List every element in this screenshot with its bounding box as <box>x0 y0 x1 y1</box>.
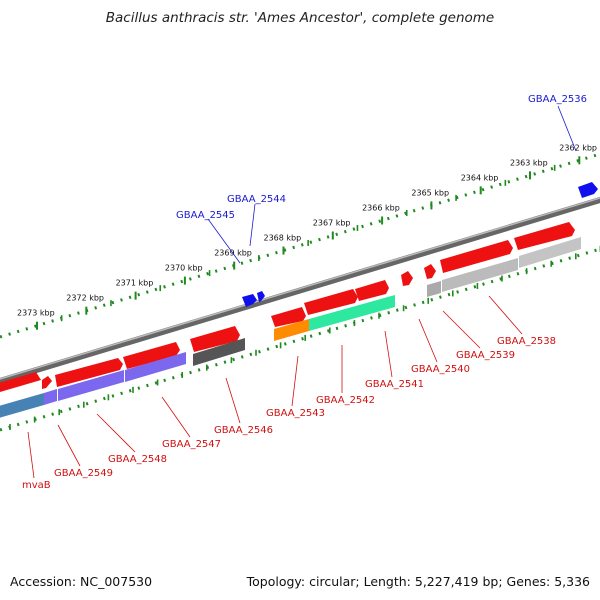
accession-label: Accession: NC_007530 <box>10 574 153 589</box>
genome-summary: Topology: circular; Length: 5,227,419 bp… <box>246 574 590 589</box>
gene-label[interactable]: GBAA_2541 <box>365 379 424 390</box>
gene-arrow[interactable] <box>123 342 180 369</box>
cds-bar[interactable] <box>0 393 44 419</box>
gene-leader-lines <box>27 105 577 479</box>
gene-arrow[interactable] <box>242 294 257 307</box>
gene-arrow[interactable] <box>401 271 413 286</box>
gene-label[interactable]: GBAA_2543 <box>266 408 325 419</box>
gene-label[interactable]: mvaB <box>22 480 51 491</box>
ruler-label: 2366 kbp <box>362 203 400 212</box>
cds-bar[interactable] <box>44 389 57 405</box>
ruler-label: 2372 kbp <box>66 294 104 303</box>
gene-arrow[interactable] <box>355 280 389 301</box>
gene-label[interactable]: GBAA_2549 <box>54 468 113 479</box>
gene-label[interactable]: GBAA_2548 <box>108 454 167 465</box>
ruler-label: 2365 kbp <box>411 188 449 197</box>
gene-arrow[interactable] <box>42 376 52 389</box>
genome-title: Bacillus anthracis str. 'Ames Ancestor',… <box>105 10 495 26</box>
gene-track-forward <box>0 222 575 392</box>
gene-arrow[interactable] <box>514 222 575 250</box>
gene-label[interactable]: GBAA_2545 <box>176 210 235 221</box>
lower-dotted-line <box>0 247 600 432</box>
gene-arrow[interactable] <box>257 291 265 302</box>
gene-arrow[interactable] <box>424 264 436 279</box>
genome-backbone-highlight <box>0 197 600 380</box>
gene-track-reverse <box>242 182 598 307</box>
cds-bar[interactable] <box>274 319 309 341</box>
gene-label[interactable]: GBAA_2544 <box>227 194 286 205</box>
ruler-label: 2371 kbp <box>116 279 154 288</box>
gene-arrow[interactable] <box>440 240 513 273</box>
gene-label[interactable]: GBAA_2542 <box>316 395 375 406</box>
gene-label[interactable]: GBAA_2538 <box>497 336 556 347</box>
ruler-dotted-line <box>0 152 600 339</box>
cds-bar[interactable] <box>193 338 245 366</box>
cds-bar[interactable] <box>309 295 395 331</box>
ruler-label: 2368 kbp <box>264 234 302 243</box>
cds-track <box>0 237 581 419</box>
genome-backbone <box>0 196 600 385</box>
ruler-label: 2363 kbp <box>510 158 548 167</box>
gene-label[interactable]: GBAA_2536 <box>528 94 587 105</box>
gene-arrow[interactable] <box>578 182 598 198</box>
gene-label[interactable]: GBAA_2547 <box>162 439 221 450</box>
cds-bar[interactable] <box>125 352 186 382</box>
ruler-label: 2370 kbp <box>165 264 203 273</box>
gene-arrow[interactable] <box>55 358 123 387</box>
gene-arrow[interactable] <box>304 289 358 315</box>
gene-labels: GBAA_2536 GBAA_2544 GBAA_2545 mvaB GBAA_… <box>22 94 587 491</box>
ruler-label: 2373 kbp <box>17 309 55 318</box>
gene-arrow[interactable] <box>271 307 306 327</box>
ruler-label: 2367 kbp <box>313 218 351 227</box>
gene-label[interactable]: GBAA_2540 <box>411 364 470 375</box>
gene-label[interactable]: GBAA_2539 <box>456 350 515 361</box>
cds-bar[interactable] <box>519 237 581 268</box>
cds-bar[interactable] <box>427 281 441 297</box>
cds-bar[interactable] <box>58 370 124 401</box>
gene-arrow[interactable] <box>0 372 41 392</box>
ruler-label: 2362 kbp <box>559 143 597 152</box>
gene-arrow[interactable] <box>190 326 240 352</box>
ruler-label: 2364 kbp <box>461 173 499 182</box>
gene-label[interactable]: GBAA_2546 <box>214 425 273 436</box>
cds-bar[interactable] <box>442 258 518 292</box>
